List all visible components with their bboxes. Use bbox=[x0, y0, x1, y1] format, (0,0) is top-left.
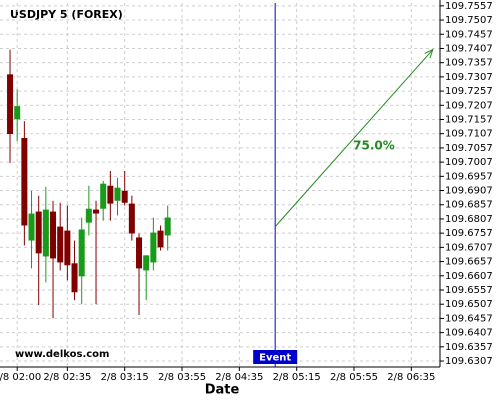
y-tick-label: 109.6657 bbox=[445, 257, 493, 268]
y-tick-label: 109.6357 bbox=[445, 342, 493, 353]
candle-body bbox=[164, 217, 171, 236]
candle-body bbox=[50, 211, 57, 259]
y-tick-label: 109.7457 bbox=[445, 29, 493, 40]
candle-body bbox=[7, 74, 14, 134]
y-tick-label: 109.6407 bbox=[445, 328, 493, 339]
candle-body bbox=[85, 208, 92, 223]
y-tick-label: 109.6757 bbox=[445, 228, 493, 239]
y-tick-label: 109.6707 bbox=[445, 242, 493, 253]
x-axis-label: Date bbox=[205, 383, 240, 398]
x-tick-label: 2/8 02:00 bbox=[0, 372, 41, 383]
y-tick-label: 109.7057 bbox=[445, 143, 493, 154]
candle-body bbox=[21, 137, 28, 226]
y-tick-label: 109.7357 bbox=[445, 58, 493, 69]
candle-body bbox=[78, 229, 85, 277]
arrow-line bbox=[274, 49, 434, 227]
event-label: Event bbox=[259, 353, 291, 364]
y-tick-label: 109.7507 bbox=[445, 15, 493, 26]
candle-body bbox=[42, 209, 49, 257]
y-tick-label: 109.7307 bbox=[445, 72, 493, 83]
y-tick-label: 109.6307 bbox=[445, 356, 493, 367]
y-tick-label: 109.7207 bbox=[445, 100, 493, 111]
candle-body bbox=[157, 230, 164, 248]
arrow-label: 75.0% bbox=[353, 139, 395, 153]
arrow-head bbox=[424, 48, 434, 59]
candle-body bbox=[64, 230, 71, 266]
x-tick-label: 2/8 05:15 bbox=[273, 372, 321, 383]
candle-body bbox=[136, 237, 143, 269]
y-tick-label: 109.6957 bbox=[445, 171, 493, 182]
candle-body bbox=[100, 183, 107, 209]
candle-body bbox=[128, 203, 135, 234]
candle-body bbox=[121, 190, 128, 203]
candle-body bbox=[71, 263, 78, 293]
x-tick-label: 2/8 02:35 bbox=[43, 372, 91, 383]
candle-body bbox=[150, 232, 157, 263]
y-tick-label: 109.7107 bbox=[445, 129, 493, 140]
candle-body bbox=[28, 213, 35, 241]
y-tick-label: 109.7257 bbox=[445, 86, 493, 97]
event-box bbox=[253, 350, 298, 364]
watermark: www.delkos.com bbox=[15, 349, 109, 360]
y-tick-label: 109.6807 bbox=[445, 214, 493, 225]
candle-body bbox=[143, 255, 150, 271]
x-tick-label: 2/8 03:55 bbox=[158, 372, 206, 383]
y-tick-label: 109.6457 bbox=[445, 313, 493, 324]
candle-body bbox=[14, 106, 21, 120]
chart-title: USDJPY 5 (FOREX) bbox=[10, 8, 123, 21]
candle-body bbox=[57, 226, 64, 263]
y-tick-label: 109.7407 bbox=[445, 43, 493, 54]
y-tick-label: 109.6857 bbox=[445, 200, 493, 211]
y-tick-label: 109.6507 bbox=[445, 299, 493, 310]
y-tick-label: 109.6557 bbox=[445, 285, 493, 296]
y-tick-label: 109.6607 bbox=[445, 271, 493, 282]
y-tick-label: 109.6907 bbox=[445, 186, 493, 197]
candle-body bbox=[93, 209, 100, 214]
y-tick-label: 109.7557 bbox=[445, 1, 493, 12]
x-tick-label: 2/8 06:35 bbox=[387, 372, 435, 383]
x-tick-label: 2/8 03:15 bbox=[101, 372, 149, 383]
y-tick-label: 109.7157 bbox=[445, 115, 493, 126]
candle-body bbox=[107, 185, 114, 204]
x-tick-label: 2/8 05:55 bbox=[330, 372, 378, 383]
x-tick-label: 2/8 04:35 bbox=[215, 372, 263, 383]
candle-body bbox=[114, 187, 121, 201]
y-tick-label: 109.7007 bbox=[445, 157, 493, 168]
candle-body bbox=[35, 211, 42, 254]
